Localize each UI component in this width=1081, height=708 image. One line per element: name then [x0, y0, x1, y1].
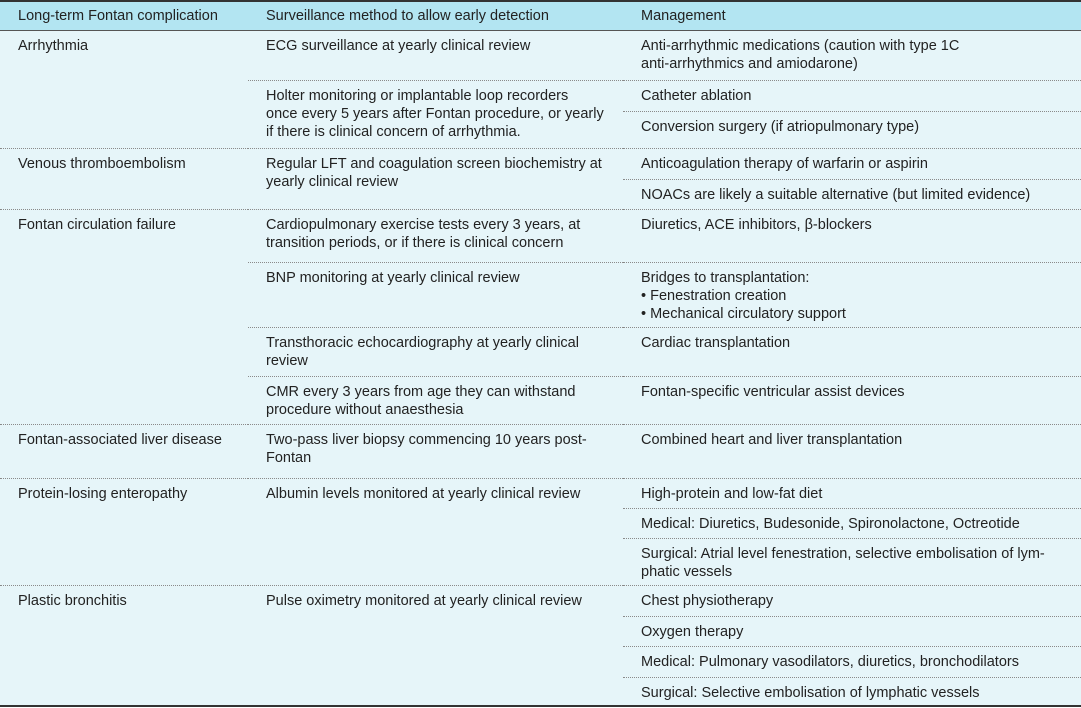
management-cell: Medical: Pulmonary vasodilators, diureti…: [623, 646, 1081, 678]
surveillance-cell: Holter monitoring or implantable loop re…: [248, 80, 623, 149]
management-cell: Medical: Diuretics, Budesonide, Spironol…: [623, 508, 1081, 539]
management-cell: Diuretics, ACE inhibitors, β-blockers: [623, 209, 1081, 263]
surveillance-cell: Regular LFT and coagulation screen bioch…: [248, 148, 623, 210]
complication-cell: Arrhythmia: [0, 30, 248, 149]
complication-cell: Fontan circulation failure: [0, 209, 248, 425]
table-row: Medical: Diuretics, Budesonide, Spironol…: [0, 508, 1081, 539]
complication-cell: Fontan-associated liver disease: [0, 424, 248, 479]
table-row: Transthoracic echocardiography at yearly…: [0, 327, 1081, 377]
complication-cell: Protein-losing enteropathy: [0, 478, 248, 586]
surveillance-cell: Pulse oximetry monitored at yearly clini…: [266, 593, 582, 609]
management-cell: Cardiac transplantation: [623, 327, 1081, 377]
table-row: BNP monitoring at yearly clinical review…: [0, 262, 1081, 328]
table-row: CMR every 3 years from age they can with…: [0, 376, 1081, 425]
management-cell: Chest physiotherapy: [623, 585, 1081, 617]
management-cell: Bridges to transplantation: • Fenestrati…: [623, 262, 1081, 328]
management-cell: Catheter ablation: [623, 80, 1081, 112]
management-cell: Conversion surgery (if atriopulmonary ty…: [623, 111, 1081, 149]
table-row: NOACs are likely a suitable alternative …: [0, 179, 1081, 210]
header-complication: Long-term Fontan complication: [0, 1, 248, 31]
table-row: Plastic bronchitis Pulse oximetry monito…: [0, 585, 1081, 617]
complication-cell: Plastic bronchitis: [18, 593, 127, 609]
table-row: Surgical: Atrial level fenestration, sel…: [0, 538, 1081, 586]
management-cell: Surgical: Atrial level fenestration, sel…: [623, 538, 1081, 586]
table-row: Fontan circulation failure Cardiopulmona…: [0, 209, 1081, 425]
table-row: Medical: Pulmonary vasodilators, diureti…: [0, 646, 1081, 678]
header-surveillance: Surveillance method to allow early detec…: [248, 1, 623, 31]
management-cell: High-protein and low-fat diet: [623, 478, 1081, 509]
surveillance-cell: Cardiopulmonary exercise tests every 3 y…: [248, 209, 623, 263]
management-cell: Fontan-specific ventricular assist devic…: [623, 376, 1081, 425]
surveillance-cell: Two-pass liver biopsy commencing 10 year…: [248, 424, 623, 479]
header-management: Management: [623, 1, 1081, 31]
management-cell: NOACs are likely a suitable alternative …: [623, 179, 1081, 210]
surveillance-cell: Transthoracic echocardiography at yearly…: [248, 327, 623, 377]
surveillance-cell: ECG surveillance at yearly clinical revi…: [248, 30, 623, 81]
management-cell: Surgical: Selective embolisation of lymp…: [641, 685, 980, 701]
management-cell: Anti-arrhythmic medications (caution wit…: [623, 30, 1081, 81]
management-cell: Anticoagulation therapy of warfarin or a…: [623, 148, 1081, 180]
table-row: Conversion surgery (if atriopulmonary ty…: [0, 111, 1081, 149]
table-row: Venous thromboembolism Regular LFT and c…: [0, 148, 1081, 210]
complication-cell: Venous thromboembolism: [0, 148, 248, 210]
management-cell: Combined heart and liver transplantation: [623, 424, 1081, 479]
header-row: Long-term Fontan complication Surveillan…: [0, 1, 1081, 31]
surveillance-cell: CMR every 3 years from age they can with…: [248, 376, 623, 425]
table-row: Holter monitoring or implantable loop re…: [0, 80, 1081, 149]
table-row: Oxygen therapy: [0, 616, 1081, 647]
table-row: Fontan-associated liver disease Two-pass…: [0, 424, 1081, 479]
table-row: Surgical: Selective embolisation of lymp…: [0, 678, 1081, 706]
table-row: Protein-losing enteropathy Albumin level…: [0, 478, 1081, 586]
surveillance-cell: BNP monitoring at yearly clinical review: [248, 262, 623, 328]
table-row: Arrhythmia ECG surveillance at yearly cl…: [0, 30, 1081, 149]
surveillance-cell: Albumin levels monitored at yearly clini…: [248, 478, 623, 586]
management-cell: Oxygen therapy: [623, 616, 1081, 647]
